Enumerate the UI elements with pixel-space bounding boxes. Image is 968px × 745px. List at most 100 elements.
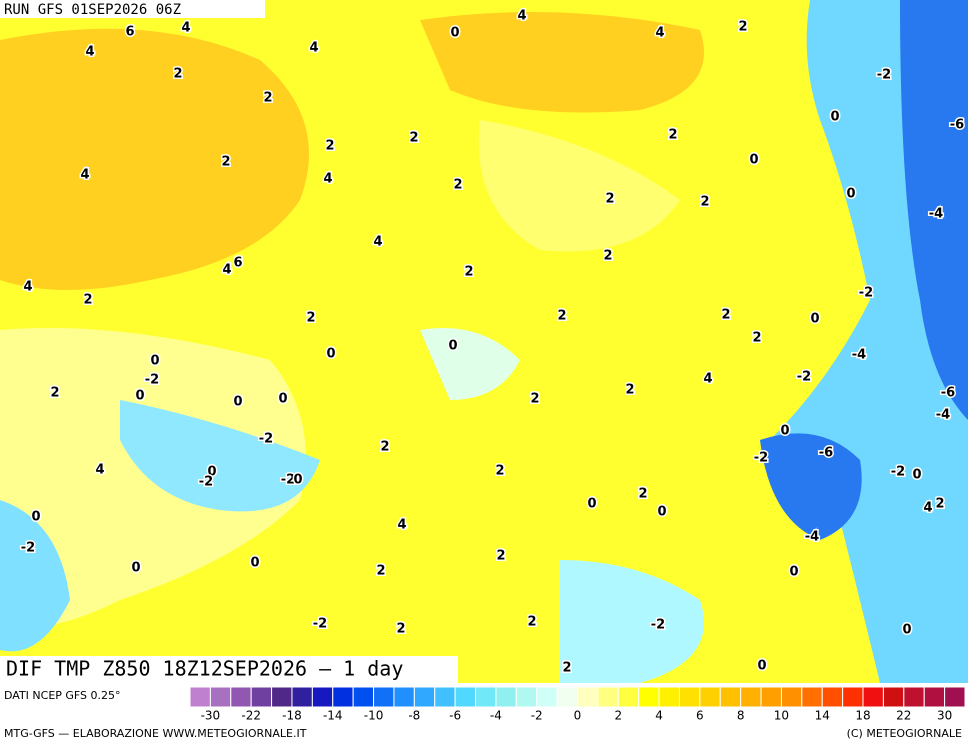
- colorbar-tick-label: 8: [737, 709, 745, 723]
- contour-label: 2: [605, 192, 614, 207]
- field-label: DIF TMP Z850 18Z12SEP2026 — 1 day: [6, 657, 403, 681]
- colorbar-swatch: [944, 686, 966, 708]
- field-box: [0, 656, 458, 684]
- contour-label: 0: [448, 339, 457, 354]
- colorbar-tick-label: -6: [449, 709, 461, 723]
- colorbar-swatch: [189, 686, 211, 708]
- colorbar-tick-label: -22: [241, 709, 261, 723]
- contour-label: 0: [846, 187, 855, 202]
- contour-label: 2: [221, 155, 230, 170]
- contour-label: 4: [222, 263, 231, 278]
- colorbar-tick-label: 30: [937, 709, 952, 723]
- colorbar-swatch: [311, 686, 334, 708]
- colorbar-swatch: [230, 686, 252, 708]
- colorbar-tick-label: 4: [655, 709, 663, 723]
- colorbar-tick-label: 0: [574, 709, 582, 723]
- contour-label: 4: [703, 372, 712, 387]
- contour-label: 0: [150, 354, 159, 369]
- contour-label: 0: [749, 153, 758, 168]
- contour-label: 2: [603, 249, 612, 264]
- colorbar-swatch: [515, 686, 538, 708]
- contour-label: 0: [789, 565, 798, 580]
- contour-label: 4: [181, 21, 190, 36]
- contour-label: -2: [859, 286, 873, 301]
- contour-label: 2: [325, 139, 334, 154]
- contour-label: 2: [396, 622, 405, 637]
- contour-label: 4: [23, 280, 32, 295]
- contour-label: 4: [323, 172, 332, 187]
- colorbar-swatch: [556, 686, 579, 708]
- contour-label: -2: [259, 432, 273, 447]
- colorbar-swatch: [801, 686, 823, 708]
- contour-label: -4: [805, 530, 819, 545]
- contour-label: 2: [496, 549, 505, 564]
- contour-label: 0: [912, 468, 921, 483]
- contour-label: 0: [207, 465, 216, 480]
- colorbar-swatch: [413, 686, 436, 708]
- colorbar-swatch: [821, 686, 844, 708]
- colorbar-swatch: [658, 686, 680, 708]
- credit-right: (C) METEOGIORNALE: [847, 727, 962, 740]
- colorbar-swatch: [638, 686, 660, 708]
- contour-label: 4: [309, 41, 318, 56]
- contour-label: 0: [657, 505, 666, 520]
- contour-label: -2: [145, 373, 159, 388]
- contour-label: 0: [293, 473, 302, 488]
- contour-label: 0: [810, 312, 819, 327]
- contour-label: 2: [453, 178, 462, 193]
- contour-label: -2: [199, 475, 213, 490]
- contour-label: 6: [233, 256, 242, 271]
- contour-label: 4: [655, 26, 664, 41]
- colorbar-swatch: [577, 686, 599, 708]
- colorbar-tick-label: 2: [614, 709, 622, 723]
- contour-label: -6: [941, 386, 955, 401]
- contour-label: 2: [700, 195, 709, 210]
- contour-label: -2: [877, 68, 891, 83]
- colorbar-tick-label: 14: [815, 709, 830, 723]
- colorbar-swatch: [760, 686, 782, 708]
- colorbar-tick-label: -4: [490, 709, 502, 723]
- contour-label: 2: [495, 464, 504, 479]
- colorbar-swatch: [617, 686, 640, 708]
- contour-label: -2: [797, 370, 811, 385]
- contour-label: 4: [95, 463, 104, 478]
- colorbar-tick-label: -18: [282, 709, 302, 723]
- colorbar-tick-label: 18: [855, 709, 870, 723]
- colorbar-tick-label: -30: [201, 709, 221, 723]
- colorbar-swatch: [719, 686, 742, 708]
- contour-label: 0: [780, 424, 789, 439]
- colorbar-swatch: [862, 686, 884, 708]
- contour-label: -4: [852, 348, 866, 363]
- contour-label: 2: [380, 440, 389, 455]
- colorbar-swatch: [923, 686, 946, 708]
- contour-label: 0: [135, 389, 144, 404]
- colorbar-swatch: [332, 686, 354, 708]
- contour-label: 2: [173, 67, 182, 82]
- colorbar-tick-label: 6: [696, 709, 704, 723]
- contour-label: 0: [830, 110, 839, 125]
- contour-label: 4: [80, 168, 89, 183]
- source-label: DATI NCEP GFS 0.25°: [4, 689, 121, 702]
- colorbar-tick-label: -14: [323, 709, 343, 723]
- colorbar-swatch: [536, 686, 558, 708]
- contour-label: 2: [306, 311, 315, 326]
- colorbar-swatch: [842, 686, 864, 708]
- credit-left: MTG-GFS — ELABORAZIONE WWW.METEOGIORNALE…: [4, 727, 307, 740]
- contour-label: -2: [21, 541, 35, 556]
- contour-label: 2: [562, 661, 571, 676]
- contour-label: 2: [935, 497, 944, 512]
- contour-label: -6: [950, 118, 964, 133]
- colorbar-swatch: [291, 686, 313, 708]
- contour-label: 2: [638, 487, 647, 502]
- contour-label: 0: [450, 26, 459, 41]
- colorbar-swatch: [678, 686, 701, 708]
- contour-label: 2: [83, 293, 92, 308]
- contour-label: 2: [527, 615, 536, 630]
- colorbar-swatch: [271, 686, 293, 708]
- run-box: [0, 0, 265, 18]
- contour-label: 0: [131, 561, 140, 576]
- contour-label: 0: [757, 659, 766, 674]
- contour-label: 2: [721, 308, 730, 323]
- contour-label: 2: [668, 128, 677, 143]
